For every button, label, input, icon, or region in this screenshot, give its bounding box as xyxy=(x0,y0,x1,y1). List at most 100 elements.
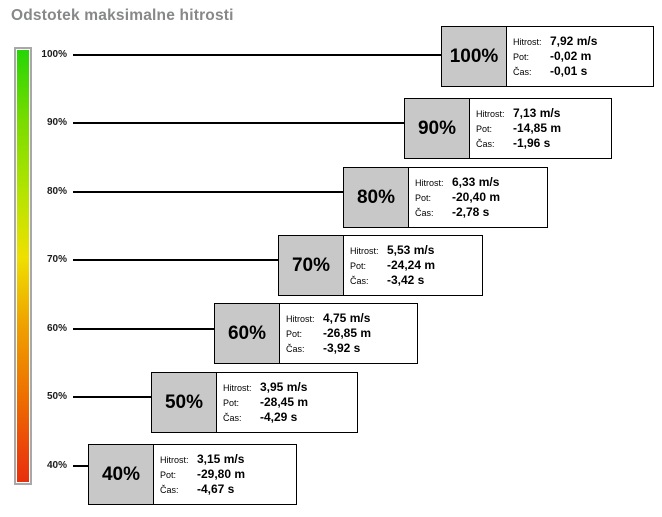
row-label: Pot: xyxy=(350,261,367,271)
data-row: Pot: -24,24 m xyxy=(350,258,478,273)
row-label: Čas: xyxy=(513,67,532,77)
data-row: Čas: -0,01 s xyxy=(513,64,649,79)
row-value: -3,42 s xyxy=(387,273,425,287)
row-value: -0,01 s xyxy=(550,64,588,78)
row-value: -26,85 m xyxy=(323,326,372,340)
row-value: -14,85 m xyxy=(513,121,562,135)
row-value: -0,02 m xyxy=(550,49,592,63)
data-cell: Hitrost: 5,53 m/s Pot: -24,24 m Čas: -3,42 s xyxy=(344,236,482,295)
axis-tick-label: 100% xyxy=(41,49,67,60)
row-label: Pot: xyxy=(286,329,303,339)
percent-cell: 90% xyxy=(405,99,470,158)
row-value: 7,13 m/s xyxy=(513,106,561,120)
tick-line xyxy=(73,54,441,56)
tick-line xyxy=(73,122,404,124)
row-value: 3,15 m/s xyxy=(197,452,245,466)
data-box-80: 80% Hitrost: 6,33 m/s Pot: -20,40 m Čas: -2,7… xyxy=(343,167,548,228)
row-value: -3,92 s xyxy=(323,341,361,355)
data-row: Čas: -3,42 s xyxy=(350,273,478,288)
data-cell: Hitrost: 6,33 m/s Pot: -20,40 m Čas: -2,78 s xyxy=(409,168,547,227)
tick-line xyxy=(73,259,278,261)
axis-tick-label: 60% xyxy=(46,323,67,334)
row-label: Čas: xyxy=(415,208,434,218)
row-label: Hitrost: xyxy=(513,37,542,47)
row-label: Čas: xyxy=(350,276,369,286)
row-label: Hitrost: xyxy=(476,109,505,119)
data-cell: Hitrost: 7,13 m/s Pot: -14,85 m Čas: -1,96 s xyxy=(470,99,611,158)
row-value: 3,95 m/s xyxy=(260,380,308,394)
data-row: Čas: -4,67 s xyxy=(160,482,292,497)
axis-tick-label: 80% xyxy=(46,186,67,197)
data-row: Čas: -2,78 s xyxy=(415,205,543,220)
row-value: -4,29 s xyxy=(260,410,298,424)
row-label: Hitrost: xyxy=(415,178,444,188)
row-label: Pot: xyxy=(476,124,493,134)
row-label: Čas: xyxy=(160,485,179,495)
tick-line xyxy=(73,191,343,193)
tick-line xyxy=(73,328,214,330)
tick-line xyxy=(73,465,88,467)
data-box-60: 60% Hitrost: 4,75 m/s Pot: -26,85 m Čas: -3,9… xyxy=(214,303,418,364)
data-row: Hitrost: 3,15 m/s xyxy=(160,452,292,467)
data-box-100: 100% Hitrost: 7,92 m/s Pot: -0,02 m Čas: -0,0… xyxy=(441,26,654,87)
data-row: Pot: -26,85 m xyxy=(286,326,413,341)
axis-tick-label: 70% xyxy=(46,254,67,265)
row-label: Hitrost: xyxy=(286,314,315,324)
data-cell: Hitrost: 3,15 m/s Pot: -29,80 m Čas: -4,67 s xyxy=(154,445,296,504)
percent-cell: 80% xyxy=(344,168,409,227)
row-value: -4,67 s xyxy=(197,482,235,496)
percent-cell: 100% xyxy=(442,27,507,86)
data-row: Čas: -4,29 s xyxy=(223,410,353,425)
row-label: Pot: xyxy=(513,52,530,62)
data-box-70: 70% Hitrost: 5,53 m/s Pot: -24,24 m Čas: -3,4… xyxy=(278,235,483,296)
data-row: Hitrost: 3,95 m/s xyxy=(223,380,353,395)
data-row: Pot: -20,40 m xyxy=(415,190,543,205)
data-box-50: 50% Hitrost: 3,95 m/s Pot: -28,45 m Čas: -4,2… xyxy=(151,372,358,433)
row-value: 6,33 m/s xyxy=(452,175,500,189)
percent-cell: 60% xyxy=(215,304,280,363)
row-value: -1,96 s xyxy=(513,136,551,150)
axis-tick-label: 40% xyxy=(46,460,67,471)
row-value: -2,78 s xyxy=(452,205,490,219)
data-row: Hitrost: 5,53 m/s xyxy=(350,243,478,258)
row-label: Čas: xyxy=(223,413,242,423)
row-value: 5,53 m/s xyxy=(387,243,435,257)
row-value: -24,24 m xyxy=(387,258,436,272)
chart-title: Odstotek maksimalne hitrosti xyxy=(11,7,234,24)
data-cell: Hitrost: 3,95 m/s Pot: -28,45 m Čas: -4,29 s xyxy=(217,373,357,432)
data-row: Hitrost: 7,13 m/s xyxy=(476,106,607,121)
row-value: 7,92 m/s xyxy=(550,34,598,48)
percent-cell: 50% xyxy=(152,373,217,432)
tick-line xyxy=(73,396,151,398)
data-row: Čas: -3,92 s xyxy=(286,341,413,356)
speed-color-scale xyxy=(14,47,32,485)
row-value: 4,75 m/s xyxy=(323,311,371,325)
row-label: Hitrost: xyxy=(160,455,189,465)
axis-tick-label: 50% xyxy=(46,391,67,402)
axis-tick-label: 90% xyxy=(46,117,67,128)
percent-cell: 70% xyxy=(279,236,344,295)
percent-cell: 40% xyxy=(89,445,154,504)
data-row: Hitrost: 6,33 m/s xyxy=(415,175,543,190)
row-label: Pot: xyxy=(160,470,177,480)
row-value: -20,40 m xyxy=(452,190,501,204)
data-row: Hitrost: 7,92 m/s xyxy=(513,34,649,49)
row-label: Pot: xyxy=(415,193,432,203)
row-value: -29,80 m xyxy=(197,467,246,481)
data-row: Hitrost: 4,75 m/s xyxy=(286,311,413,326)
row-label: Pot: xyxy=(223,398,240,408)
row-label: Čas: xyxy=(476,139,495,149)
row-label: Hitrost: xyxy=(350,246,379,256)
data-row: Pot: -28,45 m xyxy=(223,395,353,410)
row-label: Hitrost: xyxy=(223,383,252,393)
data-row: Pot: -0,02 m xyxy=(513,49,649,64)
data-box-90: 90% Hitrost: 7,13 m/s Pot: -14,85 m Čas: -1,9… xyxy=(404,98,612,159)
data-cell: Hitrost: 7,92 m/s Pot: -0,02 m Čas: -0,01 s xyxy=(507,27,653,86)
row-label: Čas: xyxy=(286,344,305,354)
data-cell: Hitrost: 4,75 m/s Pot: -26,85 m Čas: -3,92 s xyxy=(280,304,417,363)
data-row: Pot: -14,85 m xyxy=(476,121,607,136)
row-value: -28,45 m xyxy=(260,395,309,409)
data-row: Čas: -1,96 s xyxy=(476,136,607,151)
color-gradient xyxy=(17,50,29,482)
data-row: Pot: -29,80 m xyxy=(160,467,292,482)
